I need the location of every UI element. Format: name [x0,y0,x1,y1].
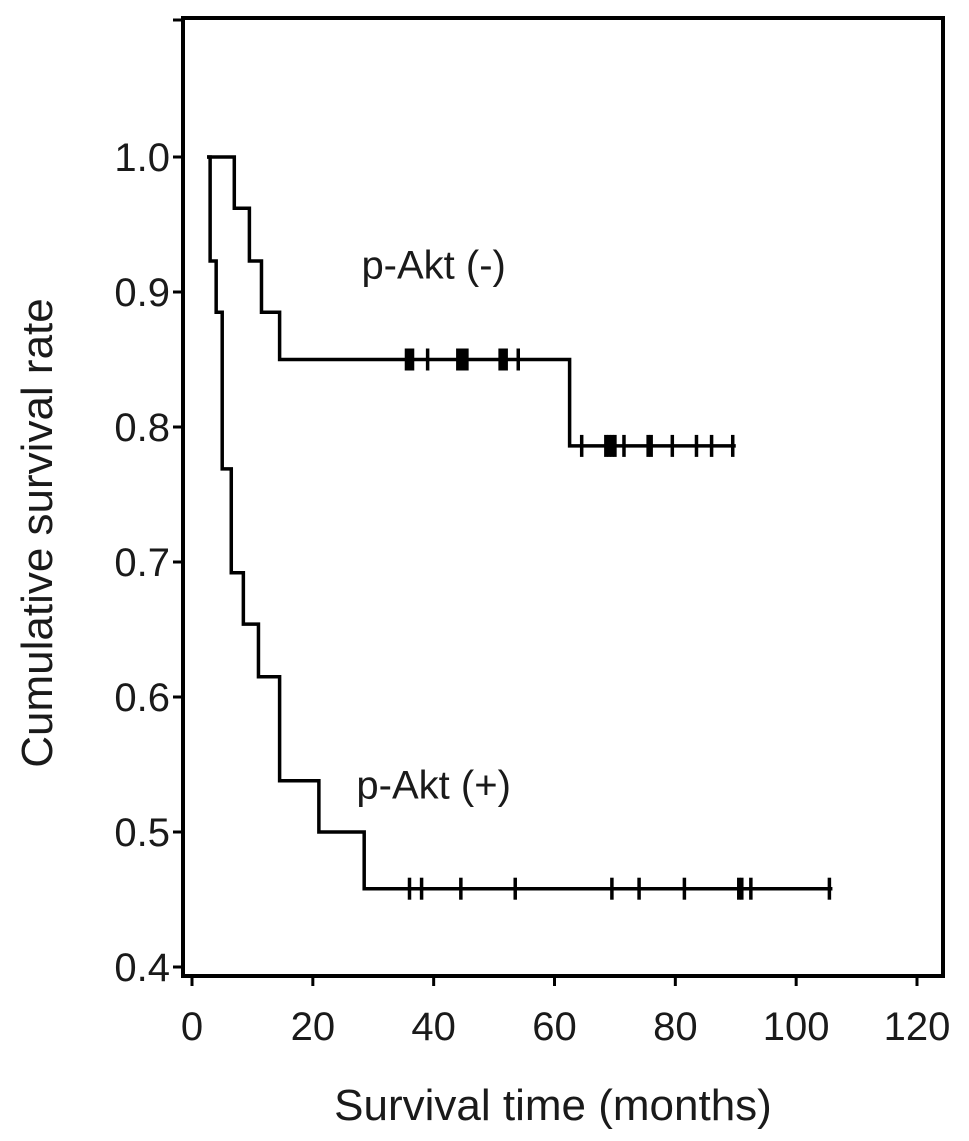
x-tick-label: 0 [181,1005,203,1049]
survival-step-line [207,155,736,448]
plot-frame [181,16,945,978]
y-tick-label: 0.5 [114,811,170,855]
label-p-akt-positive: p-Akt (+) [356,763,510,807]
x-tick-label: 40 [411,1005,456,1049]
x-tick-label: 100 [763,1005,830,1049]
y-tick-label: 1.0 [114,136,170,180]
survival-step-line [207,155,833,891]
x-axis-title: Survival time (months) [334,1081,772,1130]
series-p-akt-positive [207,155,833,900]
series-p-akt-negative [207,155,736,457]
x-tick-label: 120 [884,1005,951,1049]
y-tick-label: 0.6 [114,676,170,720]
series-layer [207,155,833,900]
y-tick-label: 0.9 [114,271,170,315]
y-tick-label: 0.8 [114,406,170,450]
x-tick-label: 60 [532,1005,577,1049]
y-axis: 0.4 0.5 0.6 0.7 0.8 0.9 1.0 [114,18,183,990]
y-tick-label: 0.4 [114,946,170,990]
x-tick-label: 20 [291,1005,336,1049]
label-p-akt-negative: p-Akt (-) [361,244,505,288]
y-tick-label: 0.7 [114,541,170,585]
plot-border [181,16,945,978]
x-axis: 0 20 40 60 80 100 120 [181,976,951,1049]
y-axis-title: Cumulative survival rate [13,298,62,768]
annotation-layer: p-Akt (-) p-Akt (+) [356,244,510,808]
x-tick-label: 80 [653,1005,698,1049]
